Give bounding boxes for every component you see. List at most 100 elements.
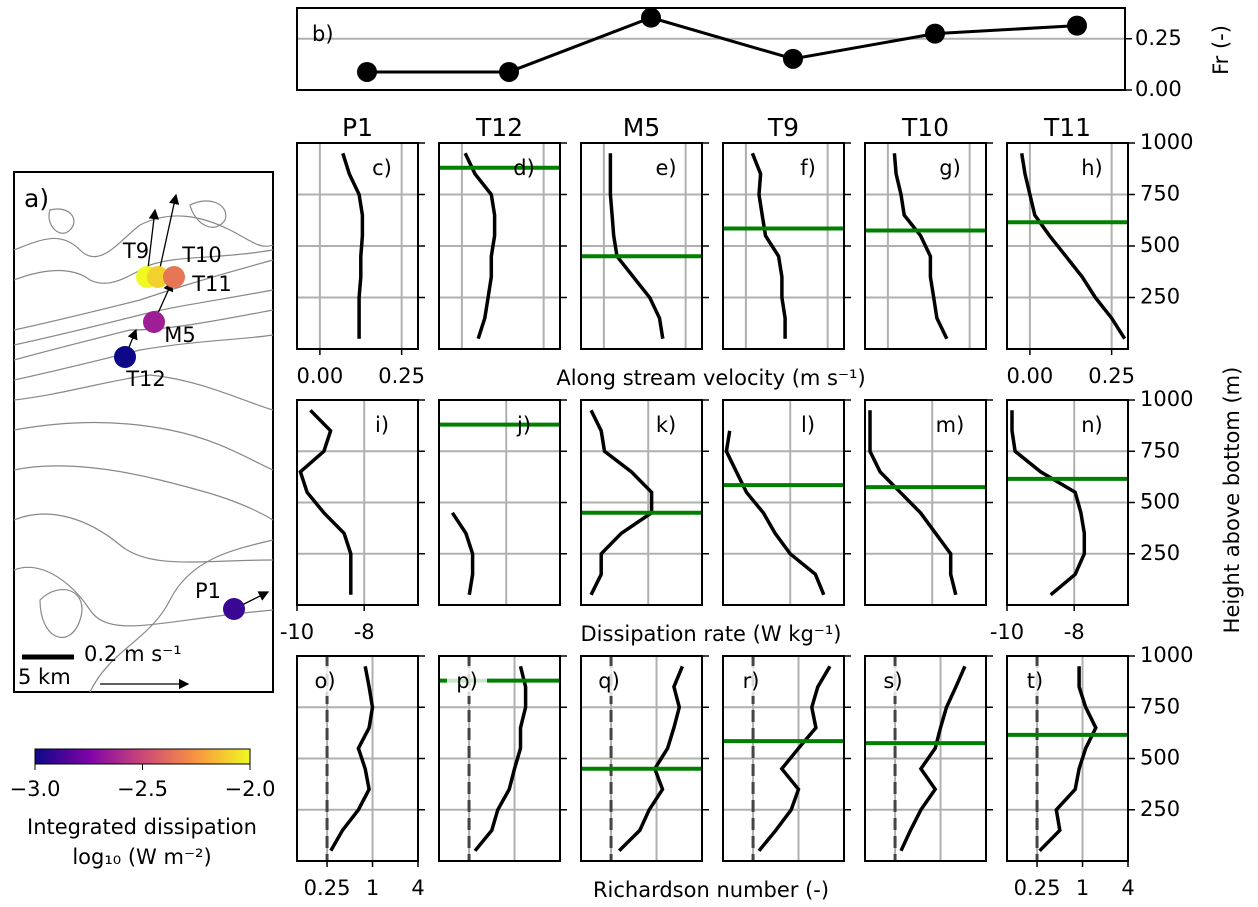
panel-label: l) bbox=[801, 413, 815, 437]
profile-line bbox=[298, 409, 353, 595]
y-tick-label: 250 bbox=[1140, 797, 1180, 821]
panel-label: e) bbox=[655, 156, 676, 180]
station-marker bbox=[143, 311, 165, 333]
y-tick-label: 0.25 bbox=[1135, 26, 1182, 50]
profile-line bbox=[608, 153, 665, 339]
y-tick-label: 750 bbox=[1140, 694, 1180, 718]
station-marker bbox=[163, 266, 185, 288]
station-label: T11 bbox=[191, 272, 232, 296]
y-tick-label: 500 bbox=[1140, 490, 1180, 514]
distance-label: 5 km bbox=[18, 665, 71, 689]
station-label: T10 bbox=[181, 243, 222, 267]
column-title: T12 bbox=[475, 113, 523, 142]
panel-label: n) bbox=[1081, 413, 1103, 437]
panel-label: f) bbox=[800, 156, 816, 180]
station-label: T9 bbox=[122, 239, 149, 263]
y-axis-label: Height above bottom (m) bbox=[1220, 367, 1244, 634]
label-box bbox=[589, 666, 629, 696]
x-tick-label: 1 bbox=[366, 876, 379, 900]
axes-frame bbox=[296, 7, 1126, 91]
label-box bbox=[1015, 666, 1055, 696]
profile-line bbox=[341, 152, 365, 339]
x-tick-label: 0.25 bbox=[1014, 876, 1061, 900]
colorbar-tick-label: −3.0 bbox=[10, 777, 61, 801]
panel-label: g) bbox=[939, 156, 961, 180]
profile-line bbox=[899, 665, 967, 852]
x-tick-label: 0.25 bbox=[304, 876, 351, 900]
station-label: T12 bbox=[125, 367, 166, 391]
panel-label: m) bbox=[936, 413, 965, 437]
y-tick-label: 1000 bbox=[1140, 387, 1193, 411]
panel-label: k) bbox=[656, 413, 676, 437]
profile-line bbox=[724, 430, 826, 596]
x-axis-label: Richardson number (-) bbox=[593, 878, 829, 902]
column-title: T10 bbox=[901, 113, 949, 142]
x-tick-label: 0.25 bbox=[378, 364, 425, 388]
fr-line bbox=[367, 16, 1078, 74]
label-box bbox=[305, 666, 345, 696]
panel-label: h) bbox=[1081, 156, 1103, 180]
station-marker bbox=[147, 266, 169, 288]
y-tick-label: 1000 bbox=[1140, 130, 1193, 154]
profile-line bbox=[757, 665, 832, 852]
profile-line bbox=[473, 665, 528, 852]
colorbar-label: Integrated dissipation bbox=[27, 815, 257, 839]
y-tick-label: 750 bbox=[1140, 438, 1180, 462]
y-tick-label: 500 bbox=[1140, 233, 1180, 257]
profile-line bbox=[589, 409, 654, 596]
panel-label: c) bbox=[372, 156, 392, 180]
profile-line bbox=[1019, 153, 1127, 340]
fr-point bbox=[783, 48, 803, 69]
panel-label: i) bbox=[375, 413, 389, 437]
panel-label: s) bbox=[883, 669, 902, 693]
y-tick-label: 1000 bbox=[1140, 643, 1193, 667]
colorbar-units: log₁₀ (W m⁻²) bbox=[72, 845, 211, 869]
x-axis-label: Along stream velocity (m s⁻¹) bbox=[556, 366, 865, 390]
x-tick-label: 0.25 bbox=[1088, 364, 1135, 388]
column-title: P1 bbox=[342, 113, 373, 142]
x-tick-label: -10 bbox=[280, 620, 314, 644]
station-marker bbox=[223, 598, 245, 620]
x-tick-label: -8 bbox=[1064, 620, 1085, 644]
panel-label: r) bbox=[743, 669, 760, 693]
colorbar-tick-label: −2.5 bbox=[117, 777, 168, 801]
panel-label: t) bbox=[1027, 669, 1043, 693]
fr-point bbox=[641, 7, 661, 28]
x-tick-label: -8 bbox=[354, 620, 375, 644]
fr-point bbox=[1067, 15, 1087, 36]
panel-label: b) bbox=[312, 22, 334, 46]
label-box bbox=[731, 666, 771, 696]
panel-label: o) bbox=[314, 669, 335, 693]
profile-line bbox=[463, 152, 497, 340]
x-tick-label: 1 bbox=[1076, 876, 1089, 900]
contours bbox=[13, 200, 274, 693]
label-box bbox=[447, 666, 487, 696]
profile-line bbox=[1038, 666, 1098, 853]
label-box bbox=[873, 666, 913, 696]
y-tick-label: 250 bbox=[1140, 541, 1180, 565]
panel-label: d) bbox=[513, 156, 535, 180]
colorbar-tick-label: −2.0 bbox=[225, 777, 276, 801]
colorbar: −3.0 −2.5 −2.0 Integrated dissipation log₁₀ … bbox=[10, 748, 276, 869]
profile-line bbox=[450, 511, 475, 596]
colorbar-gradient bbox=[34, 748, 251, 765]
panel-label: j) bbox=[516, 413, 531, 437]
station-label: P1 bbox=[195, 579, 221, 603]
profile-line bbox=[750, 152, 787, 339]
panel-label: p) bbox=[456, 669, 478, 693]
column-title: T9 bbox=[767, 113, 799, 142]
profile-line bbox=[1010, 410, 1087, 597]
profile-line bbox=[329, 665, 375, 852]
y-axis-label: Fr (-) bbox=[1209, 25, 1233, 75]
x-tick-label: 4 bbox=[1121, 876, 1134, 900]
x-tick-label: 4 bbox=[411, 876, 424, 900]
y-tick-label: 500 bbox=[1140, 746, 1180, 770]
column-title: T11 bbox=[1043, 113, 1091, 142]
y-tick-label: 250 bbox=[1140, 285, 1180, 309]
x-tick-label: -10 bbox=[990, 620, 1024, 644]
panel-label: a) bbox=[24, 184, 49, 213]
scale-label: 0.2 m s⁻¹ bbox=[84, 642, 182, 666]
panel-label: q) bbox=[598, 669, 620, 693]
y-tick-label: 0.00 bbox=[1135, 77, 1182, 101]
